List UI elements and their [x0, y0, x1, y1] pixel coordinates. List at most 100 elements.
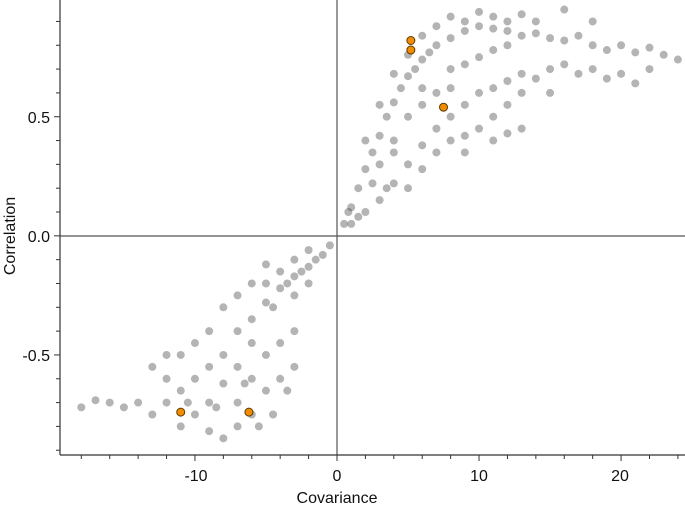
- data-point: [91, 396, 100, 405]
- data-point: [261, 350, 270, 359]
- data-point: [375, 100, 384, 109]
- data-point: [389, 148, 398, 157]
- data-point: [617, 69, 626, 78]
- data-point: [446, 84, 455, 93]
- data-point: [219, 303, 228, 312]
- data-point: [247, 339, 256, 348]
- data-point: [389, 69, 398, 78]
- highlighted-points-layer: [176, 35, 449, 417]
- data-point: [546, 88, 555, 97]
- data-point: [418, 165, 427, 174]
- data-point: [361, 165, 370, 174]
- data-point: [311, 255, 320, 264]
- data-point: [347, 203, 356, 212]
- data-point: [503, 129, 512, 138]
- data-point: [240, 379, 249, 388]
- data-point: [382, 112, 391, 121]
- data-point: [517, 124, 526, 133]
- data-point: [432, 41, 441, 50]
- data-point: [489, 112, 498, 121]
- data-point: [148, 410, 157, 419]
- data-point: [77, 403, 86, 412]
- data-point: [503, 41, 512, 50]
- data-point: [396, 84, 405, 93]
- data-point: [318, 250, 327, 259]
- data-point: [560, 5, 569, 14]
- data-point: [560, 36, 569, 45]
- data-point: [344, 208, 353, 217]
- data-point: [276, 284, 285, 293]
- data-point: [233, 422, 242, 431]
- data-point: [269, 410, 278, 419]
- data-point: [162, 350, 171, 359]
- data-point: [176, 350, 185, 359]
- data-point: [411, 65, 420, 74]
- data-point: [588, 41, 597, 50]
- data-point: [290, 291, 299, 300]
- data-point: [460, 60, 469, 69]
- data-point: [233, 291, 242, 300]
- data-point: [460, 26, 469, 35]
- data-point: [375, 131, 384, 140]
- data-point: [283, 386, 292, 395]
- data-point: [460, 100, 469, 109]
- data-point: [574, 69, 583, 78]
- data-point: [602, 74, 611, 83]
- data-point: [190, 339, 199, 348]
- data-point: [418, 55, 427, 64]
- data-point: [219, 379, 228, 388]
- data-point: [631, 79, 640, 88]
- data-point: [489, 24, 498, 33]
- data-point: [269, 303, 278, 312]
- data-point: [119, 403, 128, 412]
- highlighted-data-point: [176, 407, 186, 417]
- data-point: [446, 34, 455, 43]
- x-tick-label: 20: [611, 468, 629, 485]
- data-point: [418, 100, 427, 109]
- y-tick-label: -0.5: [22, 348, 50, 365]
- data-point: [588, 17, 597, 26]
- data-point: [212, 403, 221, 412]
- data-point: [290, 255, 299, 264]
- data-point: [261, 279, 270, 288]
- data-point: [261, 298, 270, 307]
- data-point: [304, 279, 313, 288]
- data-point: [148, 362, 157, 371]
- data-point: [489, 12, 498, 21]
- data-point: [489, 136, 498, 145]
- data-point: [404, 112, 413, 121]
- data-point: [645, 43, 654, 52]
- data-point: [446, 112, 455, 121]
- data-point: [276, 374, 285, 383]
- data-point: [418, 31, 427, 40]
- data-point: [489, 84, 498, 93]
- data-point: [368, 148, 377, 157]
- x-tick-label: -10: [184, 468, 207, 485]
- data-point: [617, 41, 626, 50]
- data-point: [503, 17, 512, 26]
- data-point: [404, 72, 413, 81]
- data-point: [297, 267, 306, 276]
- data-point: [219, 350, 228, 359]
- y-tick-label: 0.0: [28, 229, 50, 246]
- data-point: [432, 22, 441, 31]
- data-point: [162, 398, 171, 407]
- data-point: [176, 386, 185, 395]
- data-point: [304, 246, 313, 255]
- data-point: [503, 76, 512, 85]
- data-point: [425, 48, 434, 57]
- highlighted-data-point: [244, 407, 254, 417]
- highlighted-data-point: [406, 35, 416, 45]
- data-point: [588, 65, 597, 74]
- data-point: [247, 374, 256, 383]
- data-point: [354, 184, 363, 193]
- data-point: [375, 196, 384, 205]
- data-point: [517, 10, 526, 19]
- data-point: [460, 131, 469, 140]
- data-point: [446, 136, 455, 145]
- data-point: [546, 65, 555, 74]
- data-point: [254, 422, 263, 431]
- data-point: [382, 184, 391, 193]
- data-point: [261, 260, 270, 269]
